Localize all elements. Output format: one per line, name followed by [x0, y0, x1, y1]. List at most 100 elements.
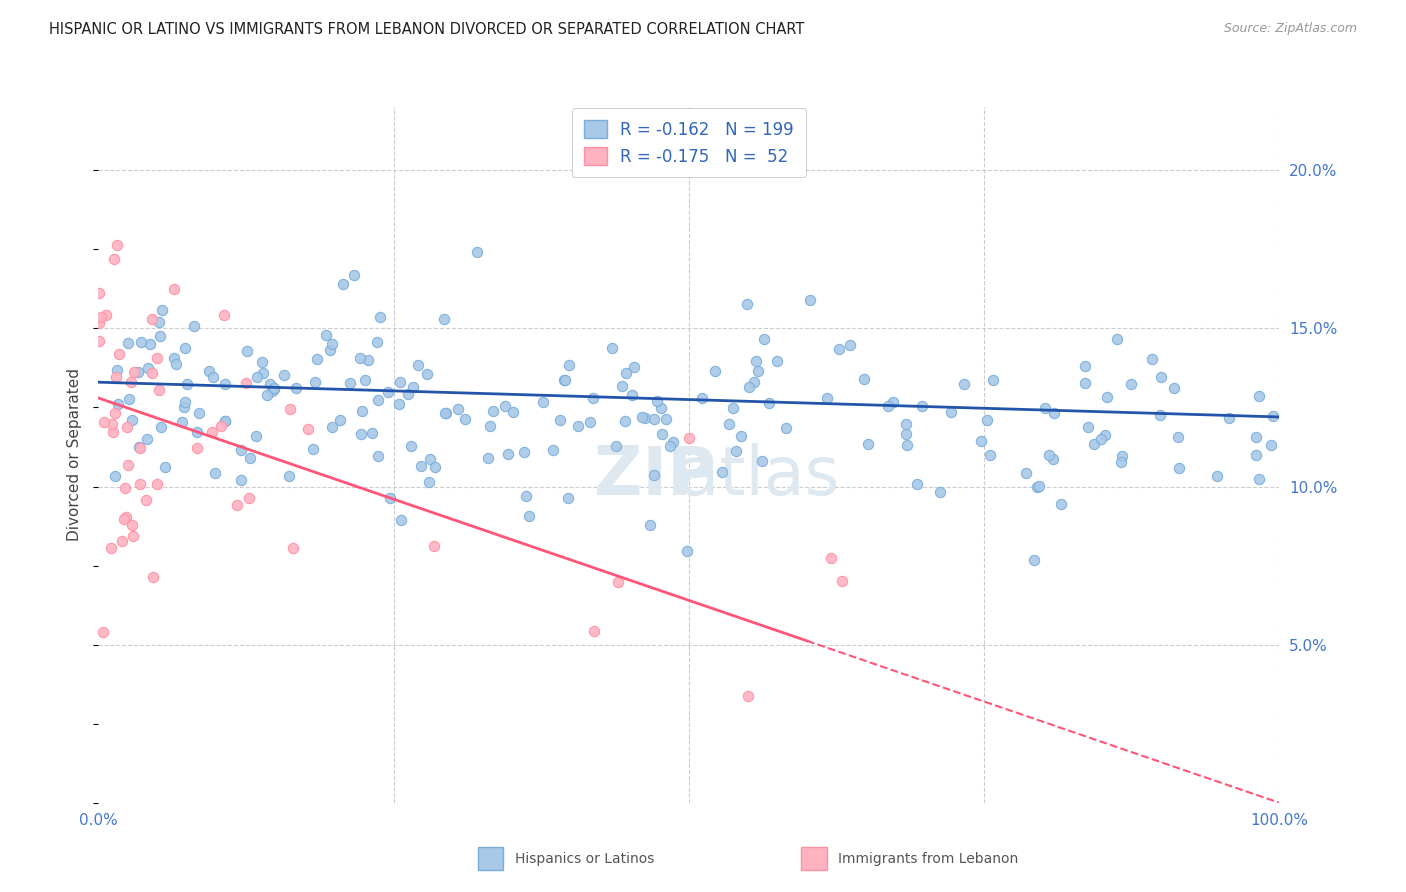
Point	[896, 438, 918, 452]
Text: Immigrants from Lebanon: Immigrants from Lebanon	[838, 852, 1018, 865]
Point	[877, 399, 900, 413]
Point	[678, 431, 700, 445]
Point	[173, 395, 195, 409]
Point	[1218, 410, 1240, 425]
Point	[231, 442, 253, 457]
Point	[494, 399, 516, 413]
Point	[1247, 389, 1270, 403]
Point	[911, 399, 934, 413]
Point	[434, 406, 457, 420]
Point	[477, 450, 499, 465]
Point	[416, 367, 439, 381]
Point	[515, 489, 537, 503]
Point	[262, 384, 284, 398]
Point	[103, 252, 125, 266]
Point	[1167, 430, 1189, 444]
Point	[361, 425, 384, 440]
Point	[894, 426, 917, 441]
Point	[1205, 469, 1227, 483]
Point	[357, 353, 380, 368]
Point	[612, 379, 634, 393]
Point	[246, 370, 269, 384]
Point	[174, 341, 197, 355]
Point	[343, 268, 366, 282]
Point	[183, 318, 205, 333]
Point	[148, 315, 170, 329]
Point	[541, 443, 564, 458]
Point	[661, 434, 683, 449]
Point	[558, 358, 581, 372]
Point	[114, 481, 136, 495]
Point	[651, 427, 673, 442]
Point	[229, 473, 252, 487]
Text: HISPANIC OR LATINO VS IMMIGRANTS FROM LEBANON DIVORCED OR SEPARATED CORRELATION : HISPANIC OR LATINO VS IMMIGRANTS FROM LE…	[49, 22, 804, 37]
Point	[905, 477, 928, 491]
Point	[721, 401, 744, 415]
Point	[1111, 449, 1133, 463]
Point	[141, 366, 163, 380]
Point	[366, 334, 388, 349]
Point	[145, 476, 167, 491]
Point	[278, 401, 301, 416]
Point	[799, 293, 821, 307]
Text: ZIP: ZIP	[595, 442, 717, 508]
Point	[136, 360, 159, 375]
Point	[153, 459, 176, 474]
Point	[129, 477, 152, 491]
Point	[605, 439, 627, 453]
Point	[650, 401, 672, 416]
Point	[675, 544, 697, 558]
Point	[377, 385, 399, 400]
Text: Source: ZipAtlas.com: Source: ZipAtlas.com	[1223, 22, 1357, 36]
Point	[553, 373, 575, 387]
Point	[1077, 420, 1099, 434]
Point	[928, 484, 950, 499]
Point	[513, 444, 536, 458]
Point	[1167, 461, 1189, 475]
Point	[238, 491, 260, 505]
Point	[1026, 479, 1049, 493]
Point	[138, 336, 160, 351]
Point	[1074, 359, 1097, 373]
Text: atlas: atlas	[595, 442, 839, 508]
Point	[129, 441, 152, 455]
Point	[214, 414, 236, 428]
Point	[263, 383, 285, 397]
Point	[751, 454, 773, 468]
Point	[583, 624, 606, 639]
Point	[87, 286, 110, 301]
Point	[737, 689, 759, 703]
Point	[745, 353, 768, 368]
Point	[127, 365, 149, 379]
Point	[352, 404, 374, 418]
Point	[600, 342, 623, 356]
Point	[1107, 332, 1129, 346]
Point	[1263, 409, 1285, 423]
Point	[186, 441, 208, 455]
Point	[557, 491, 579, 506]
Point	[447, 402, 470, 417]
Point	[710, 465, 733, 479]
Point	[91, 625, 114, 640]
Point	[1083, 437, 1105, 451]
Point	[135, 492, 157, 507]
Point	[1050, 496, 1073, 510]
Point	[118, 392, 141, 406]
Point	[273, 368, 295, 383]
Point	[239, 450, 262, 465]
Point	[281, 541, 304, 555]
Point	[645, 394, 668, 409]
Point	[367, 392, 389, 407]
Point	[304, 375, 326, 389]
Point	[354, 373, 377, 387]
Point	[1038, 448, 1060, 462]
Point	[1042, 406, 1064, 420]
Point	[93, 415, 115, 429]
Point	[482, 404, 505, 418]
Point	[284, 381, 307, 395]
Point	[150, 302, 173, 317]
Point	[735, 296, 758, 310]
Point	[838, 337, 860, 351]
Point	[388, 397, 411, 411]
Point	[252, 366, 274, 380]
